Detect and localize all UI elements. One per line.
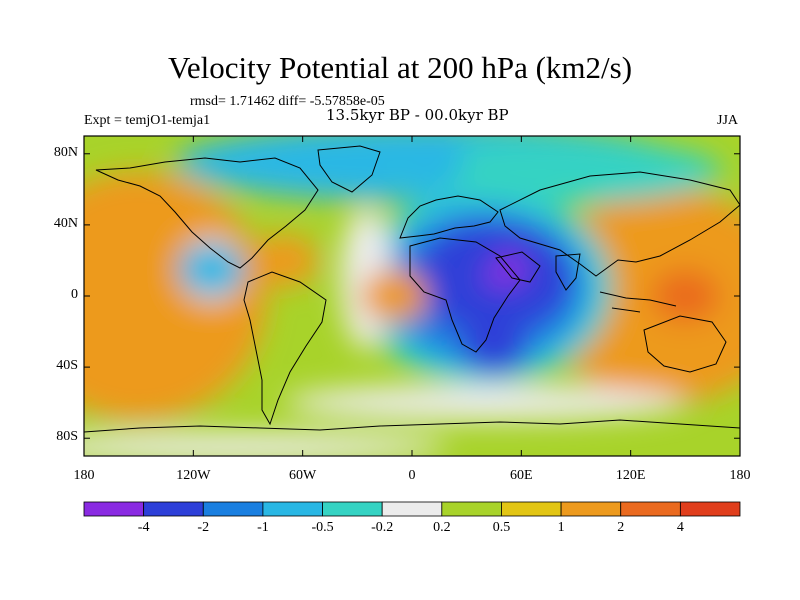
coast-antarctica [84, 419, 740, 433]
colorbar-label: 0.2 [433, 520, 451, 535]
colorbar-swatch [322, 501, 383, 517]
field-center [651, 270, 720, 322]
velocity-potential-field [84, 136, 740, 456]
colorbar-swatch [83, 501, 145, 517]
colorbar-swatch [381, 501, 443, 517]
field-center [359, 270, 428, 322]
colorbar-swatch [501, 501, 562, 517]
coast-arabia [495, 251, 541, 283]
field-contour-region [84, 171, 267, 421]
field-contour-region [84, 432, 449, 456]
axis-ticks [83, 136, 741, 456]
coast-north-america [95, 157, 319, 269]
colorbar-swatch [202, 501, 264, 517]
field-contour-region [393, 139, 722, 204]
map-title: Velocity Potential at 200 hPa (km2/s) [167, 50, 633, 85]
experiment-label: Expt = temjO1-temja1 [84, 113, 211, 128]
colorbar-label: 2 [617, 520, 625, 535]
colorbar-label: 0.5 [492, 520, 511, 535]
lat-tick-label: 0 [71, 287, 78, 302]
lon-tick-label: 0 [408, 468, 416, 483]
colorbar-swatch [560, 501, 622, 517]
lon-tick-label: 120W [176, 468, 211, 483]
lat-tick-label: 80S [56, 429, 78, 445]
field-contours [84, 136, 740, 456]
colorbar-swatch [262, 501, 323, 517]
coast-africa [409, 237, 521, 353]
lon-tick-label: 180 [729, 468, 751, 483]
field-center [250, 234, 319, 287]
colorbar-label: 1 [557, 520, 565, 535]
lat-tick-label: 80N [53, 144, 78, 160]
colorbar-label: -2 [197, 520, 210, 535]
colorbar-label: -1 [257, 520, 269, 535]
stats-line: rmsd= 1.71462 diff= -5.57858e-05 [190, 94, 385, 109]
field-center [177, 243, 246, 296]
coast-south-america [243, 271, 327, 426]
colorbar-label: -0.5 [311, 520, 334, 535]
lon-tick-label: 60W [289, 468, 317, 483]
colorbar-swatch [143, 501, 204, 517]
colorbar [83, 501, 741, 517]
coast-asia [499, 171, 740, 277]
field-center [396, 136, 465, 189]
season-label: JJA [717, 113, 739, 128]
coastlines [84, 145, 740, 433]
coast-indonesia [599, 291, 677, 313]
colorbar-label: -4 [137, 520, 150, 535]
lon-tick-label: 60E [510, 468, 533, 483]
colorbar-swatch [679, 501, 741, 517]
lat-tick-label: 40S [56, 358, 78, 374]
lon-tick-label: 120E [615, 468, 646, 483]
field-center [460, 323, 528, 376]
field-contour-region [284, 384, 686, 421]
coast-greenland [317, 145, 381, 193]
lat-tick-label: 40N [53, 215, 78, 231]
field-center [84, 287, 146, 340]
colorbar-label: -0.2 [371, 520, 394, 535]
coast-europe [399, 195, 499, 239]
colorbar-swatch [441, 501, 502, 517]
colorbar-swatch [620, 501, 681, 517]
period-line: 13.5kyr BP - 00.0kyr BP [326, 106, 509, 124]
colorbar-label: 4 [676, 520, 684, 535]
field-center [432, 225, 501, 278]
lon-tick-label: 180 [73, 468, 95, 483]
coast-india [555, 253, 581, 291]
coast-australia [643, 315, 727, 373]
